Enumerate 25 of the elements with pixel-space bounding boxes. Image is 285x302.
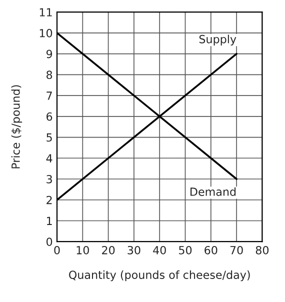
- series-label: Demand: [190, 187, 236, 196]
- y-tick-label: 0: [46, 238, 52, 246]
- x-tick-label: 60: [204, 246, 218, 254]
- x-tick-label: 40: [153, 246, 166, 254]
- y-tick-label: 6: [46, 112, 52, 121]
- y-tick-label: 7: [46, 92, 52, 100]
- y-axis-title: Price ($/pound): [11, 85, 22, 168]
- x-tick-label: 30: [128, 246, 140, 254]
- x-axis-title: Quantity (pounds of cheese/day): [69, 270, 250, 282]
- y-tick-label: 5: [46, 133, 52, 142]
- y-tick-label: 2: [46, 196, 52, 204]
- x-tick-label: 10: [76, 246, 89, 254]
- y-tick-label: 9: [46, 50, 52, 58]
- series-label: Supply: [199, 34, 236, 46]
- y-tick-label: 3: [46, 174, 52, 184]
- y-tick-label: 11: [40, 8, 52, 16]
- x-tick-label: 20: [102, 246, 115, 254]
- y-tick-label: 10: [40, 28, 52, 38]
- y-tick-label: 4: [46, 154, 52, 162]
- x-tick-label: 0: [54, 246, 60, 254]
- x-tick-label: 80: [256, 246, 269, 254]
- y-tick-label: 8: [46, 70, 52, 80]
- y-tick-label: 1: [46, 216, 52, 225]
- x-tick-label: 50: [179, 246, 192, 254]
- x-tick-label: 70: [230, 246, 243, 254]
